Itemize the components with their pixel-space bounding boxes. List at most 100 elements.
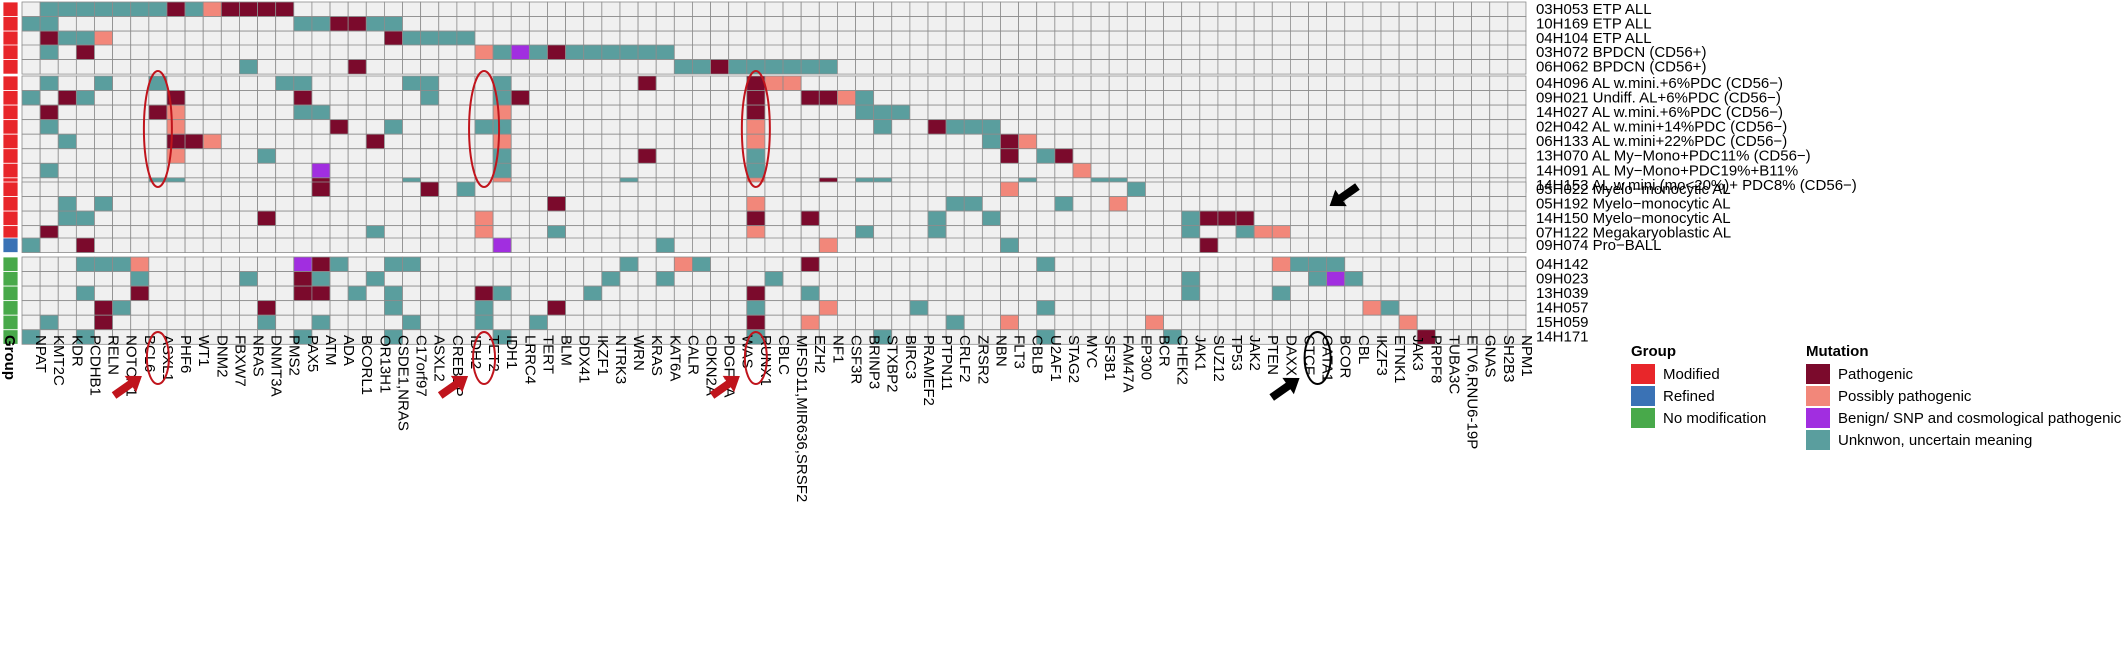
cell-06H062-PCDHB1 (75, 59, 95, 75)
cell-09H021-CBL (1344, 90, 1364, 106)
cell-14H150-CBLC (764, 210, 784, 227)
cell-09H074-JAK1 (1181, 237, 1201, 253)
cell-06H062-BCOR (1326, 59, 1346, 75)
cell-03H072-JAK3 (1398, 44, 1418, 60)
cell-09H074-IKZF1 (583, 237, 603, 253)
cell-14H057-DAXX (1271, 300, 1291, 316)
cell-03H053-U2AF1 (1036, 1, 1056, 17)
cell-09H023-DNM2 (202, 271, 222, 287)
cell-10H169-CSDE1,NRAS (383, 16, 403, 32)
cell-14H057-NOTCH1 (112, 300, 132, 316)
gene-label-NBN: NBN (992, 335, 1009, 367)
cell-06H062-NF1 (818, 59, 838, 75)
cell-13H039-CBLC (764, 285, 784, 302)
cell-09H021-KAT6A (655, 90, 675, 106)
cell-04H104-C17orf97 (402, 30, 422, 47)
cell-05H022-BCR (1145, 181, 1164, 197)
cell-13H070-ATM (311, 148, 331, 164)
cell-15H059-PMS2 (275, 314, 295, 331)
group-swatch-09H074 (2, 237, 19, 253)
cell-05H022-PCDHB1 (75, 181, 95, 197)
cell-14H027-JAK1 (1181, 104, 1201, 121)
cell-05H022-BCORL1 (347, 181, 367, 197)
cell-14H091-TP53 (1217, 162, 1237, 179)
cell-03H072-OR13H1 (365, 44, 385, 60)
cell-02H042-GATA1 (1308, 119, 1328, 135)
cell-09H021-WT1 (184, 90, 204, 106)
cell-14H027-NPAT (21, 104, 41, 121)
cell-13H039-PMS2 (275, 285, 295, 302)
cell-03H053-PRPF8 (1416, 1, 1436, 17)
gene-label-IDH1: IDH1 (503, 335, 520, 369)
cell-09H023-PAX5 (293, 271, 313, 287)
cell-03H053-SUZ12 (1199, 1, 1219, 17)
cell-14H027-JAK3 (1398, 104, 1418, 121)
cell-06H062-MFSD11,MIR636,SRSF2 (782, 59, 802, 75)
cell-04H096-CSF3R (837, 75, 856, 91)
cell-06H133-NF1 (818, 133, 838, 150)
legend-group-swatch-0 (1631, 364, 1655, 384)
cell-09H074-CRLF2 (945, 237, 965, 253)
cell-09H021-EP300 (1126, 90, 1146, 106)
cell-14H057-FBXW7 (220, 300, 240, 316)
cell-14H091-TERT (528, 162, 548, 179)
cell-06H062-KAT6A (655, 59, 675, 75)
cell-06H062-CBLC (764, 59, 784, 75)
gene-label-CHEK2: CHEK2 (1174, 335, 1191, 385)
cell-14H057-NTRK3 (601, 300, 621, 316)
group-swatch-04H142 (2, 256, 19, 272)
cell-14H057-MYC (1072, 300, 1092, 316)
cell-14H091-KAT6A (655, 162, 675, 179)
cell-13H070-TUBA3C (1434, 148, 1454, 164)
legend-group-title: Group (1631, 343, 1676, 360)
legend-group-swatch-2 (1631, 408, 1655, 428)
cell-03H072-C17orf97 (402, 44, 422, 60)
cell-03H072-DNM2 (202, 44, 222, 60)
cell-14H150-NTRK3 (601, 210, 621, 227)
cell-09H074-CBL (1344, 237, 1364, 253)
cell-15H059-NOTCH1 (112, 314, 132, 331)
cell-03H072-BCR (1145, 44, 1164, 60)
cell-09H023-WAS (728, 271, 748, 287)
group-swatch-14H150 (2, 210, 19, 227)
cell-10H169-PTPN11 (927, 16, 947, 32)
cell-03H072-KDR (57, 44, 77, 60)
cell-09H023-DDX41 (565, 271, 585, 287)
cell-10H169-MYC (1072, 16, 1092, 32)
cell-14H057-CALR (673, 300, 693, 316)
cell-03H053-STXBP2 (873, 1, 893, 17)
gene-label-LRRC4: LRRC4 (521, 335, 538, 384)
gene-label-PRAMEF2: PRAMEF2 (920, 335, 937, 406)
cell-06H133-CALR (673, 133, 693, 150)
cell-13H039-DNM2 (202, 285, 222, 302)
row-label-02H042: 02H042 AL w.mini+14%PDC (CD56−) (1536, 119, 1787, 136)
cell-14H027-ASXL1 (148, 104, 168, 121)
cell-05H022-NPAT (21, 181, 41, 197)
cell-04H104-MFSD11,MIR636,SRSF2 (782, 30, 802, 47)
cell-05H192-ZRSR2 (963, 196, 983, 212)
cell-14H091-PRPF8 (1416, 162, 1436, 179)
gene-label-CRLF2: CRLF2 (956, 335, 973, 383)
cell-04H096-RELN (94, 75, 114, 91)
cell-05H192-CRLF2 (945, 196, 965, 212)
cell-04H104-CRLF2 (945, 30, 965, 47)
gene-label-PMS2: PMS2 (286, 335, 303, 376)
cell-14H057-SF3B1 (1090, 300, 1110, 316)
cell-13H039-BRINP3 (855, 285, 875, 302)
cell-06H062-BCL6 (130, 59, 150, 75)
cell-06H062-EP300 (1126, 59, 1146, 75)
cell-15H059-ETV6,RNU6-19P (1453, 314, 1472, 331)
cell-13H070-PAX5 (293, 148, 313, 164)
cell-05H192-JAK3 (1398, 196, 1418, 212)
cell-04H096-FLT3 (1000, 75, 1019, 91)
cell-14H150-CSF3R (837, 210, 856, 227)
cell-13H039-WRN (619, 285, 639, 302)
cell-06H133-KDR (57, 133, 77, 150)
cell-13H039-KMT2C (39, 285, 59, 302)
cell-15H059-LRRC4 (510, 314, 530, 331)
cell-13H070-OR13H1 (365, 148, 385, 164)
cell-09H023-BRINP3 (855, 271, 875, 287)
cell-14H027-ASXL2 (420, 104, 440, 121)
gene-label-MYC: MYC (1083, 335, 1100, 369)
cell-04H142-NF1 (818, 256, 838, 272)
